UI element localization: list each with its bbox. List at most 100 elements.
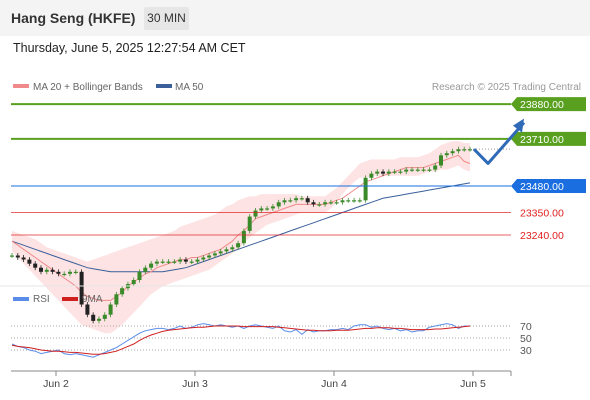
candle (444, 153, 449, 156)
forecast-arrow-head (513, 118, 524, 133)
candle (62, 273, 67, 276)
candle (27, 259, 32, 264)
level-label: 23710.00 (520, 134, 564, 146)
candle (178, 259, 183, 262)
candle (415, 169, 420, 171)
candle (433, 165, 438, 170)
candle (270, 206, 275, 209)
rsi-tick-label: 30 (520, 345, 532, 357)
candle (427, 169, 432, 171)
instrument-title: Hang Seng (HKFE) (11, 10, 136, 26)
copyright-text: Research © 2025 Trading Central (432, 82, 581, 93)
candle (439, 155, 443, 166)
timestamp: Thursday, June 5, 2025 12:27:54 AM CET (13, 41, 246, 55)
candle (294, 198, 299, 201)
candle (236, 243, 241, 248)
candle (21, 257, 26, 260)
candle (363, 177, 368, 201)
legend-label-rsi: RSI (33, 294, 50, 305)
candle (195, 259, 200, 262)
candle (241, 230, 246, 244)
candle (253, 210, 258, 217)
candle (404, 169, 409, 172)
candle (381, 171, 385, 174)
candle (183, 259, 188, 262)
candle (352, 200, 356, 202)
candle (410, 169, 414, 171)
candle (328, 202, 333, 204)
candle (189, 261, 194, 263)
candle (166, 261, 171, 263)
candle (288, 200, 293, 202)
candle (305, 198, 310, 203)
level-label: 23880.00 (520, 99, 564, 111)
level-label: 23240.00 (520, 230, 564, 242)
candle (172, 261, 177, 263)
legend-swatch-rsi (13, 297, 29, 301)
level-tag (511, 178, 586, 193)
level-label: 23350.00 (520, 208, 564, 220)
candle (218, 251, 223, 254)
candle (357, 200, 362, 202)
level-tag (511, 131, 586, 146)
timeframe-button[interactable]: 30 MIN (144, 7, 189, 30)
legend-swatch-ma20 (13, 84, 29, 88)
candle (15, 255, 20, 258)
candle (462, 149, 467, 151)
candle (299, 198, 304, 200)
candle (56, 271, 61, 274)
candle (73, 271, 78, 273)
legend-swatch-ma50 (156, 84, 172, 88)
candle (346, 200, 351, 202)
candle (468, 149, 472, 151)
legend-label-rsi-ma: 9MA (82, 294, 103, 305)
candle (108, 304, 113, 315)
candle (131, 280, 136, 285)
candle (143, 267, 148, 272)
time-axis-label: Jun 3 (182, 378, 208, 390)
rsi-tick-label: 70 (520, 321, 532, 333)
candle (224, 249, 229, 252)
time-axis-label: Jun 5 (460, 378, 486, 390)
candle (259, 208, 264, 211)
chart-header: Hang Seng (HKFE) 30 MIN (0, 0, 590, 36)
key-levels: 23880.00 23710.00 23480.00 23350.00 23240.00 (11, 97, 586, 242)
candle (39, 267, 43, 272)
candle (340, 200, 345, 203)
candle (311, 202, 316, 205)
candle (85, 304, 90, 315)
candle (282, 200, 287, 203)
candle (160, 261, 165, 263)
candle (102, 314, 107, 319)
candle (369, 173, 374, 178)
candle (68, 271, 72, 274)
candle (334, 202, 339, 204)
candle (450, 151, 455, 154)
candle (201, 257, 206, 260)
candle (212, 253, 217, 256)
candle (421, 169, 426, 171)
rsi-tick-label: 50 (520, 333, 532, 345)
candle (317, 204, 322, 206)
level-tag (511, 97, 586, 112)
legend-label-ma50: MA 50 (175, 82, 204, 93)
rsi-ma-line (11, 325, 471, 355)
candle (323, 202, 328, 205)
candle (114, 294, 119, 305)
candle (247, 216, 252, 231)
candle (276, 202, 281, 207)
candle (97, 318, 101, 321)
candle (149, 263, 154, 268)
candle (456, 149, 461, 152)
level-label: 23480.00 (520, 181, 564, 193)
time-axis-labels: Jun 2 Jun 3 Jun 4 Jun 5 (43, 371, 486, 390)
candle (386, 171, 391, 174)
ma50-line (11, 182, 471, 273)
candle (265, 208, 270, 210)
candle (120, 288, 125, 295)
candle (392, 171, 397, 173)
time-axis-label: Jun 4 (321, 378, 347, 390)
forecast-arrow-line (472, 121, 526, 165)
